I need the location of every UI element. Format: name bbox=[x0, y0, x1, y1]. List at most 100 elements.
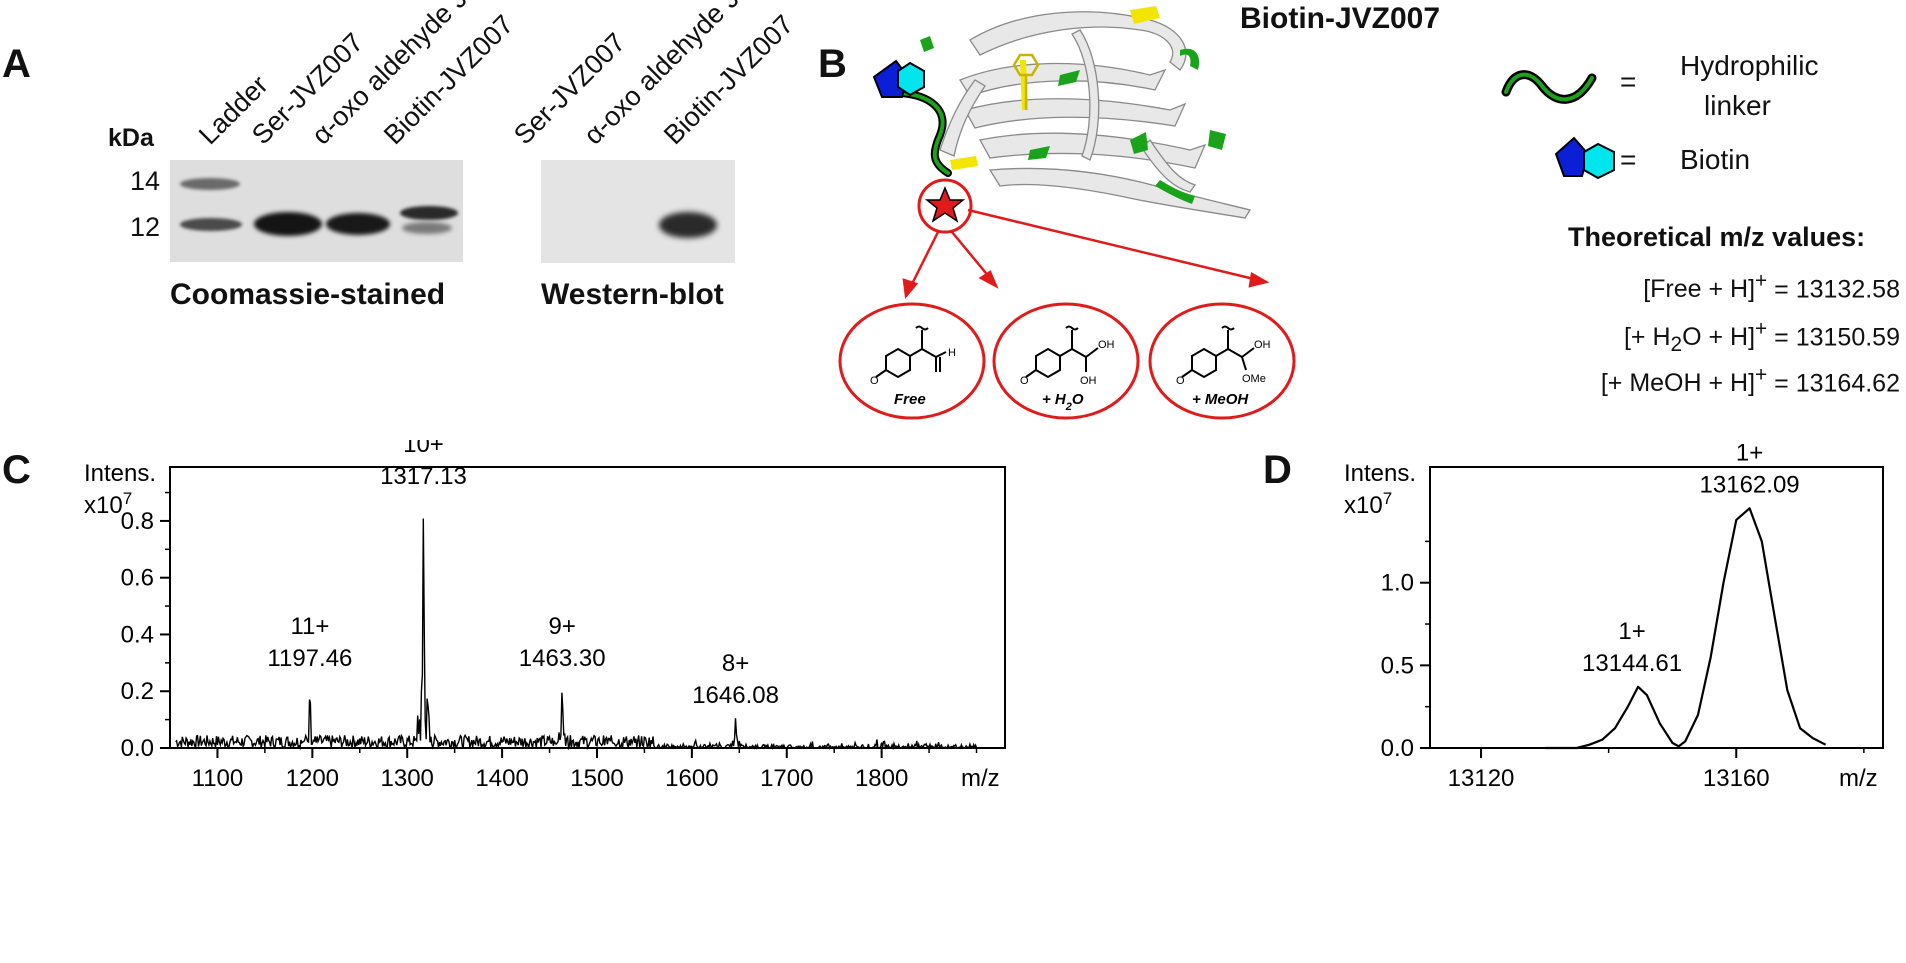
d-xtick-label-0: 13120 bbox=[1448, 765, 1515, 792]
mz-free: [Free + H]+ = 13132.58 bbox=[1643, 270, 1900, 304]
c-xtick-label-6: 1700 bbox=[760, 765, 813, 792]
c-xtick-label-1: 1200 bbox=[286, 765, 339, 792]
d-peak-mz-0: 13144.61 bbox=[1582, 650, 1682, 677]
c-xtick-label-3: 1400 bbox=[475, 765, 528, 792]
mass-spectrum-c: 1100 1200 1300 1400 1500 1600 1700 1800 0.0 0.2 0.… bbox=[84, 440, 1006, 792]
d-peak-charge-0: 1+ bbox=[1618, 618, 1645, 645]
linker-legend-label-1: Hydrophilic bbox=[1680, 50, 1819, 81]
biotin-legend-icon bbox=[1554, 136, 1615, 180]
d-ytick-label-1: 0.5 bbox=[1381, 652, 1414, 679]
linker-legend-label-2: linker bbox=[1704, 90, 1771, 121]
marker-14: 14 bbox=[130, 166, 161, 196]
green-segments bbox=[920, 36, 1226, 204]
tyrosine-sidechain bbox=[1012, 53, 1040, 110]
wb-biotin-band bbox=[659, 212, 717, 238]
c-xtick-label-7: 1800 bbox=[855, 765, 908, 792]
panel-d-label: D bbox=[1263, 448, 1292, 492]
c-peak-mz-2: 1463.30 bbox=[519, 645, 606, 672]
marker-12: 12 bbox=[130, 212, 161, 242]
c-xtick-label-4: 1500 bbox=[570, 765, 623, 792]
star-icon bbox=[924, 186, 966, 223]
protein-title: Biotin-JVZ007 bbox=[1240, 2, 1441, 35]
c-ytick-label-3: 0.6 bbox=[121, 565, 154, 592]
mz-free-label: [Free + H]+ bbox=[1643, 270, 1768, 304]
protein-structure-figure bbox=[920, 6, 1252, 219]
biotin-band-lower bbox=[402, 222, 452, 234]
oxo-band bbox=[326, 213, 390, 235]
biotin-hexagon-icon bbox=[897, 61, 925, 97]
c-xtick-label-2: 1300 bbox=[381, 765, 434, 792]
d-xlabel: m/z bbox=[1839, 765, 1878, 792]
linker-and-biotin bbox=[872, 59, 952, 177]
c-peak-mz-0: 1197.46 bbox=[267, 645, 352, 672]
lane-label-biotin: Biotin-JVZ007 bbox=[378, 9, 520, 151]
biotin-legend-eq: = bbox=[1620, 144, 1637, 175]
d-plot-frame bbox=[1429, 466, 1884, 749]
coomassie-caption: Coomassie-stained bbox=[170, 278, 446, 311]
d-xtick-label-1: 13160 bbox=[1703, 765, 1770, 792]
h2o-oh-atom-1: OH bbox=[1098, 339, 1115, 351]
kda-label: kDa bbox=[108, 124, 154, 152]
beta-sheet-ribbons bbox=[939, 11, 1252, 219]
mz-h2o-label: [+ H2O + H]+ bbox=[1623, 318, 1768, 357]
c-peak-charge-2: 9+ bbox=[548, 613, 575, 640]
mz-h2o-value: 13150.59 bbox=[1795, 323, 1900, 352]
meoh-ome-atom: OMe bbox=[1242, 373, 1266, 385]
theoretical-title: Theoretical m/z values: bbox=[1568, 222, 1866, 252]
ladder-band-14 bbox=[180, 178, 240, 190]
d-peak-mz-1: 13162.09 bbox=[1700, 471, 1800, 498]
d-ylabel-line2: x107 bbox=[1344, 489, 1392, 520]
c-peak-mz-3: 1646.08 bbox=[692, 682, 779, 709]
species-meoh-label: + MeOH bbox=[1192, 391, 1249, 408]
c-xtick-label-5: 1600 bbox=[665, 765, 718, 792]
coomassie-gel bbox=[170, 160, 463, 262]
c-spectrum-line bbox=[175, 518, 978, 751]
ser-band bbox=[254, 212, 322, 236]
mz-meoh-value: 13164.62 bbox=[1795, 369, 1900, 398]
modification-arrows bbox=[902, 178, 1270, 300]
mz-free-value: 13132.58 bbox=[1795, 275, 1900, 304]
c-ytick-label-0: 0.0 bbox=[121, 735, 154, 762]
d-ytick-label-0: 0.0 bbox=[1381, 735, 1414, 762]
mz-meoh: [+ MeOH + H]+ = 13164.62 bbox=[1600, 364, 1900, 398]
mz-h2o: [+ H2O + H]+ = 13150.59 bbox=[1623, 318, 1900, 357]
d-peak-charge-1: 1+ bbox=[1736, 440, 1763, 466]
meoh-oh-atom: OH bbox=[1254, 339, 1271, 351]
c-xtick-label-0: 1100 bbox=[192, 765, 244, 792]
site-circle bbox=[917, 178, 973, 234]
free-o-atom: O bbox=[870, 375, 879, 387]
c-ylabel-line1: Intens. bbox=[84, 460, 156, 487]
species-h2o-label: + H2O bbox=[1042, 391, 1084, 413]
linker-legend-eq: = bbox=[1620, 66, 1637, 97]
meoh-o-atom: O bbox=[1176, 375, 1185, 387]
panel-c-label: C bbox=[2, 448, 31, 492]
c-xlabel: m/z bbox=[961, 765, 1000, 792]
h2o-o-atom: O bbox=[1020, 375, 1029, 387]
mz-meoh-label: [+ MeOH + H]+ bbox=[1600, 364, 1768, 398]
linker-legend-icon bbox=[1501, 70, 1597, 104]
panel-a-label: A bbox=[2, 42, 31, 86]
species-free-label: Free bbox=[894, 391, 926, 408]
d-ylabel-line1: Intens. bbox=[1344, 460, 1416, 487]
species-meoh: O OH OMe + MeOH bbox=[1148, 302, 1296, 420]
c-peak-charge-3: 8+ bbox=[722, 650, 749, 677]
biotin-legend-label: Biotin bbox=[1680, 144, 1751, 175]
ladder-band-12 bbox=[180, 218, 242, 231]
c-ytick-label-2: 0.4 bbox=[121, 621, 154, 648]
c-ytick-label-4: 0.8 bbox=[121, 508, 154, 535]
mass-spectrum-d: 13120 13160 0.0 0.5 1.0 Intens.x107 m/z 1+ 13144… bbox=[1344, 440, 1884, 792]
species-free: O H Free bbox=[838, 302, 986, 420]
western-blot-caption: Western-blot bbox=[541, 278, 724, 311]
h2o-oh-atom-2: OH bbox=[1080, 375, 1097, 387]
c-ytick-label-1: 0.2 bbox=[121, 678, 154, 705]
species-h2o: O OH OH + H2O bbox=[992, 302, 1140, 420]
c-peak-mz-1: 1317.13 bbox=[380, 463, 467, 490]
d-ytick-label-2: 1.0 bbox=[1381, 570, 1414, 597]
biotin-band-upper bbox=[400, 206, 458, 220]
d-spectrum-line bbox=[1544, 507, 1827, 750]
free-h-atom: H bbox=[948, 347, 956, 359]
c-peak-charge-0: 11+ bbox=[290, 613, 329, 640]
c-peak-charge-1: 10+ bbox=[403, 440, 444, 458]
panel-b-label: B bbox=[818, 42, 847, 86]
c-plot-frame bbox=[169, 466, 1006, 749]
